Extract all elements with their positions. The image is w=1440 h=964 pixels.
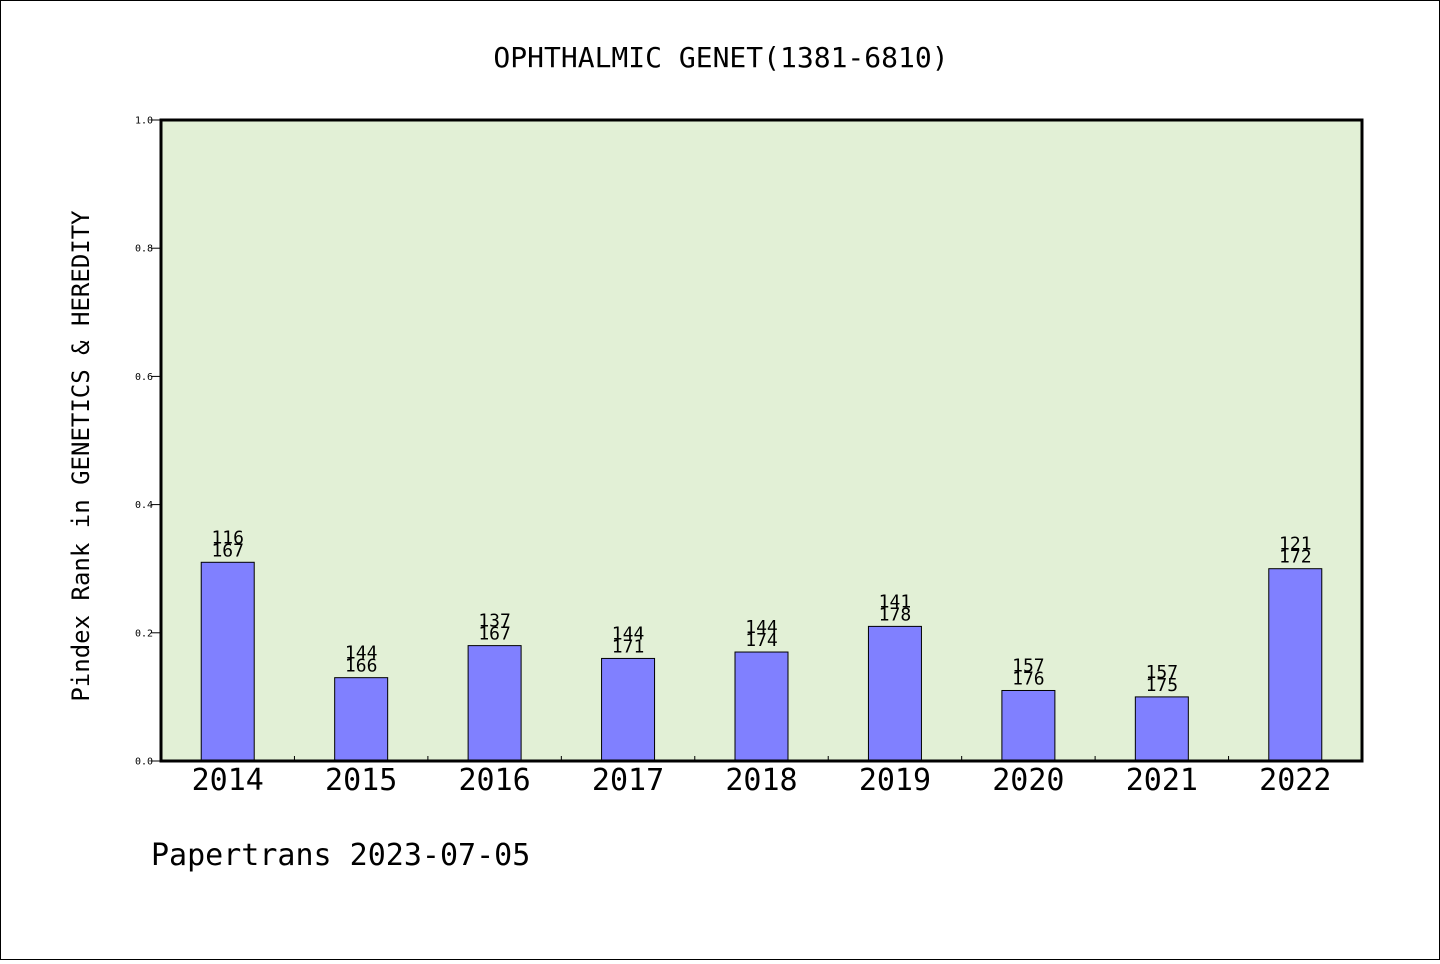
x-tick-label: 2020 [992,763,1064,798]
bar-total-label: 172 [1279,547,1312,568]
bar-total-label: 171 [612,636,645,657]
chart-title: OPHTHALMIC GENET(1381-6810) [493,41,948,74]
y-tick-label: 0.6 [135,372,153,383]
x-tick-label: 2017 [592,763,664,798]
bar [1134,696,1189,762]
x-tick-label: 2016 [458,763,530,798]
bar-total-label: 167 [478,624,511,645]
bar-total-label: 174 [745,630,778,651]
bar [467,645,522,762]
bar-total-label: 175 [1146,675,1179,696]
bar-rank-label: 137 [478,611,511,632]
footer-credit: Papertrans 2023-07-05 [151,838,530,873]
bar-rank-label: 144 [345,643,378,664]
bar-rank-label: 116 [211,527,244,548]
x-tick-label: 2022 [1259,763,1331,798]
bar [867,625,922,762]
bar-total-label: 167 [211,540,244,561]
y-axis-ticks: 0.0 0.2 0.4 0.6 0.8 1.0 [135,116,161,768]
x-tick-label: 2021 [1126,763,1198,798]
bar [734,651,789,762]
bar-rank-label: 144 [612,623,645,644]
bar-rank-label: 157 [1146,662,1179,683]
x-axis-ticks: 2014 2015 2016 2017 2018 2019 2020 2021 2022 [192,756,1331,798]
bar [334,677,389,762]
bar-total-label: 178 [879,604,912,625]
x-tick-label: 2014 [192,763,264,798]
bar [1268,568,1323,762]
y-tick-label: 0.4 [135,500,153,511]
bar-rank-label: 144 [745,617,778,638]
y-axis-label: Pindex Rank in GENETICS & HEREDITY [67,210,95,702]
y-tick-label: 1.0 [135,116,153,127]
x-tick-label: 2018 [725,763,797,798]
bar-total-label: 176 [1012,668,1045,689]
bar [1001,689,1056,762]
plot-border [159,118,1364,763]
bar-total-label: 166 [345,656,378,677]
bar [601,657,656,762]
y-tick-label: 0.8 [135,244,153,255]
bar-rank-label: 157 [1012,655,1045,676]
x-tick-label: 2015 [325,763,397,798]
y-tick-label: 0.0 [135,757,153,768]
bar-rank-label: 121 [1279,534,1312,555]
x-tick-label: 2019 [859,763,931,798]
bar [200,561,255,762]
y-tick-label: 0.2 [135,628,153,639]
bar-rank-label: 141 [879,591,912,612]
